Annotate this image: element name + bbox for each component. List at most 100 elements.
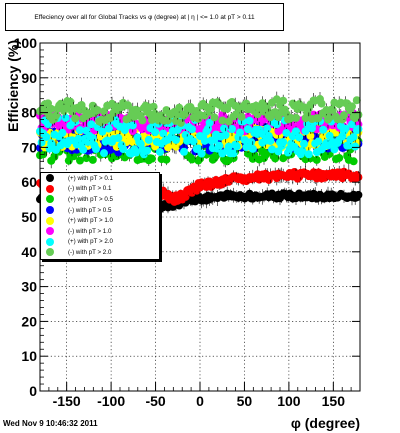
legend-marker	[46, 248, 54, 257]
data-point	[295, 133, 304, 142]
data-point	[317, 99, 326, 108]
data-point	[319, 125, 328, 134]
data-point	[268, 145, 276, 154]
data-point	[340, 111, 348, 120]
y-tick-label: 70	[21, 139, 37, 155]
data-point	[224, 142, 233, 151]
data-point	[66, 97, 75, 106]
legend-marker	[46, 206, 54, 215]
data-point	[236, 128, 244, 137]
data-point	[200, 136, 209, 145]
data-point	[325, 113, 334, 122]
data-point	[351, 142, 360, 151]
data-point	[263, 124, 272, 133]
data-point	[247, 138, 256, 147]
data-point	[159, 129, 168, 138]
data-point	[144, 135, 153, 144]
data-point	[292, 127, 300, 136]
data-point	[100, 149, 108, 158]
y-tick-label: 80	[21, 105, 37, 121]
data-point	[149, 102, 158, 111]
data-point	[292, 113, 300, 122]
data-point	[132, 148, 140, 157]
y-tick-label: 60	[21, 174, 37, 190]
data-point	[82, 154, 91, 163]
data-point	[229, 149, 238, 158]
timestamp: Wed Nov 9 10:46:32 2011	[3, 419, 98, 428]
legend-label: (-) with pT > 0.1	[68, 185, 112, 193]
data-point	[93, 106, 102, 115]
data-point	[188, 125, 196, 134]
data-point	[354, 190, 363, 199]
y-tick-label: 20	[21, 313, 37, 329]
data-point	[253, 110, 262, 119]
data-point	[42, 132, 51, 141]
series-8	[36, 91, 363, 129]
data-point	[197, 149, 206, 158]
data-point	[354, 173, 363, 182]
data-point	[188, 155, 196, 164]
x-tick-label: 150	[322, 393, 346, 409]
data-point	[266, 136, 275, 145]
data-point	[189, 137, 198, 146]
data-point	[349, 133, 358, 142]
data-point	[224, 117, 233, 126]
x-tick-label: 50	[237, 393, 253, 409]
data-point	[87, 120, 96, 129]
legend-entry: (+) with pT > 0.5	[41, 194, 159, 205]
data-point	[271, 154, 280, 163]
y-tick-label: 90	[21, 70, 37, 86]
data-point	[128, 121, 137, 130]
data-point	[207, 104, 216, 113]
legend-label: (-) with pT > 1.0	[68, 227, 112, 235]
legend: (+) with pT > 0.1 (-) with pT > 0.1 (+) wi…	[40, 172, 160, 260]
data-point	[335, 153, 344, 162]
x-tick-label: 0	[196, 393, 204, 409]
data-point	[76, 156, 84, 165]
data-point	[172, 135, 180, 144]
data-point	[232, 142, 241, 151]
data-point	[162, 155, 171, 164]
y-axis-label: Efficiency (%)	[5, 40, 21, 132]
data-point	[79, 145, 88, 154]
data-point	[312, 155, 321, 164]
data-point	[114, 134, 123, 143]
data-point	[88, 134, 97, 143]
data-point	[228, 125, 236, 134]
data-point	[148, 154, 156, 163]
data-point	[300, 139, 308, 148]
legend-label: (+) with pT > 1.0	[68, 217, 113, 225]
data-point	[349, 157, 358, 166]
data-point	[61, 113, 70, 122]
y-tick-label: 0	[29, 383, 37, 399]
x-tick-label: 100	[277, 393, 301, 409]
data-point	[175, 103, 184, 112]
data-point	[263, 104, 272, 113]
data-point	[88, 155, 97, 164]
legend-entry: (+) with pT > 0.1	[41, 173, 159, 184]
legend-entry: (-) with pT > 0.5	[41, 205, 159, 216]
data-point	[104, 124, 113, 133]
data-point	[344, 141, 353, 150]
data-point	[244, 125, 252, 134]
data-point	[218, 116, 227, 125]
data-point	[348, 120, 356, 129]
data-point	[248, 144, 257, 153]
legend-marker	[46, 184, 54, 193]
data-point	[156, 147, 164, 156]
data-point	[279, 96, 288, 105]
legend-label: (+) with pT > 0.5	[68, 195, 113, 203]
legend-label: (+) with pT > 0.1	[68, 174, 113, 182]
data-point	[176, 118, 185, 127]
data-point	[279, 138, 288, 147]
data-point	[181, 192, 190, 201]
data-point	[98, 127, 107, 136]
data-point	[124, 101, 132, 110]
data-point	[354, 110, 363, 119]
y-tick-label: 30	[21, 279, 37, 295]
legend-entry: (-) with pT > 1.0	[41, 226, 159, 237]
data-point	[143, 146, 152, 155]
data-point	[220, 124, 228, 133]
data-point	[52, 111, 60, 120]
x-tick-label: -150	[53, 393, 81, 409]
